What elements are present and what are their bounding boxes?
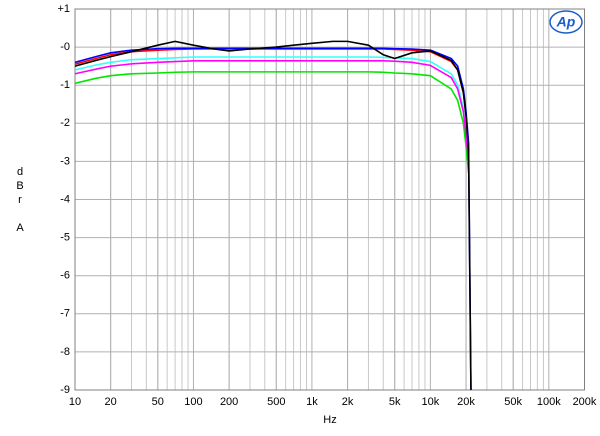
y-tick-label: -6 xyxy=(60,270,70,282)
y-tick-label: -0 xyxy=(60,41,70,53)
x-tick-label: 10 xyxy=(69,396,81,408)
y-axis-label: r xyxy=(18,194,22,206)
x-tick-label: 50k xyxy=(504,396,522,408)
x-tick-label: 20 xyxy=(105,396,117,408)
x-tick-label: 50 xyxy=(152,396,164,408)
series-line xyxy=(75,60,470,162)
x-tick-label: 10k xyxy=(422,396,440,408)
y-tick-label: -7 xyxy=(60,308,70,320)
y-axis-label: d xyxy=(17,166,23,178)
x-tick-label: 2k xyxy=(342,396,354,408)
series-line xyxy=(75,40,472,391)
x-tick-label: 1k xyxy=(306,396,318,408)
y-tick-label: -9 xyxy=(60,384,70,396)
y-tick-label: -3 xyxy=(60,155,70,167)
y-axis-label: B xyxy=(16,180,23,192)
logo-frame xyxy=(549,10,583,34)
x-tick-label: 200k xyxy=(573,396,597,408)
x-tick-label: 20k xyxy=(457,396,475,408)
x-tick-label: 200 xyxy=(220,396,238,408)
series-line xyxy=(75,47,472,391)
plot-frame xyxy=(74,8,585,391)
series-line xyxy=(75,71,470,173)
y-tick-label: -4 xyxy=(60,193,70,205)
x-tick-label: 100 xyxy=(184,396,202,408)
x-tick-label: 5k xyxy=(389,396,401,408)
y-tick-label: -5 xyxy=(60,232,70,244)
y-axis-label: A xyxy=(16,222,24,234)
logo: Ap xyxy=(549,10,583,34)
x-axis-label: Hz xyxy=(323,414,336,426)
y-tick-label: -8 xyxy=(60,346,70,358)
series-line xyxy=(75,56,470,158)
y-tick-label: +1 xyxy=(57,3,70,15)
logo-text: Ap xyxy=(556,14,576,30)
x-tick-label: 100k xyxy=(537,396,561,408)
y-tick-label: -2 xyxy=(60,117,70,129)
x-tick-label: 500 xyxy=(267,396,285,408)
y-tick-label: -1 xyxy=(60,79,70,91)
